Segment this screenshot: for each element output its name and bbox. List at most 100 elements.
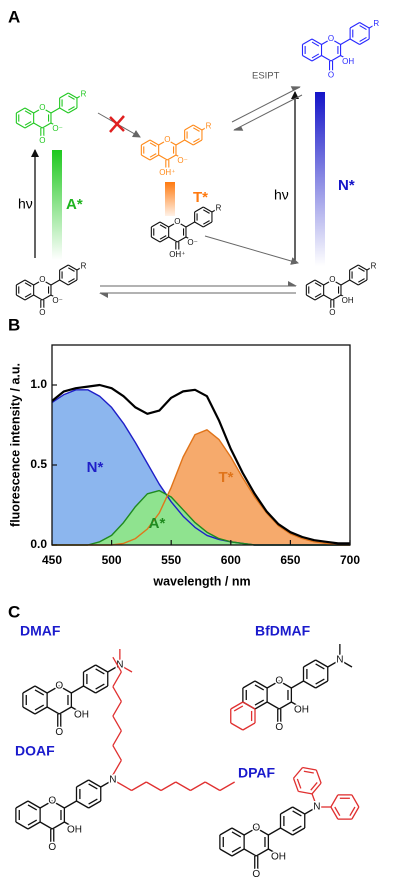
atom-label: O: [39, 103, 45, 112]
bond: [193, 138, 200, 143]
bond: [233, 705, 244, 712]
y-tick-label: 0.0: [30, 537, 47, 551]
bond: [219, 781, 235, 792]
bond: [359, 36, 367, 42]
bond: [311, 41, 320, 47]
bond: [311, 782, 322, 795]
bond: [323, 294, 333, 301]
bond: [177, 236, 187, 243]
atom-label: R: [206, 121, 212, 130]
plot: 0.0 0.5 1.0 450 500 550 600 650 700 N* A* T*: [30, 344, 360, 567]
blocked-mark: [109, 115, 125, 133]
bond: [211, 209, 216, 213]
bond: [83, 685, 96, 694]
bond: [314, 294, 324, 301]
bond: [22, 706, 36, 715]
bond: [293, 767, 304, 779]
bond: [27, 821, 41, 830]
bond: [42, 122, 52, 129]
atom-label: O⁻: [177, 156, 187, 165]
bond: [100, 779, 114, 788]
atom-label: OH: [74, 710, 89, 721]
bond: [24, 110, 32, 115]
bond: [88, 779, 102, 788]
bond: [39, 800, 53, 809]
bond: [34, 689, 45, 696]
bond: [339, 659, 353, 668]
bond: [292, 778, 299, 792]
atom-label: R: [81, 89, 87, 98]
bond: [193, 124, 203, 131]
bond: [151, 236, 161, 243]
bond: [27, 800, 41, 809]
bond: [254, 680, 268, 689]
emission-bar: [315, 92, 325, 266]
bond: [185, 221, 195, 228]
bond: [159, 236, 169, 243]
bond: [243, 848, 257, 857]
relaxation-arrow: [204, 235, 299, 265]
atom-label: OH⁺: [169, 250, 185, 259]
bond: [321, 38, 332, 45]
atom-label: O: [252, 869, 260, 880]
bond: [351, 794, 360, 808]
bond: [42, 279, 52, 286]
bond: [349, 806, 356, 817]
bond: [58, 685, 72, 694]
atom-label: O: [174, 217, 180, 226]
bond: [291, 701, 304, 710]
bond: [204, 781, 221, 792]
bond: [59, 92, 69, 99]
bond: [349, 279, 359, 286]
bond: [340, 294, 350, 301]
bond: [330, 38, 341, 45]
bond: [76, 800, 89, 809]
bond: [34, 704, 45, 711]
bond: [39, 821, 53, 830]
bond: [119, 664, 133, 673]
series-label: N*: [87, 459, 104, 476]
bond: [184, 139, 194, 146]
bond: [46, 706, 60, 715]
bond: [51, 800, 65, 809]
bond: [83, 664, 96, 673]
bond: [243, 827, 257, 836]
bond: [112, 701, 122, 717]
bond: [203, 221, 213, 228]
bond: [68, 92, 78, 99]
bond: [95, 683, 105, 690]
bond: [302, 55, 313, 62]
atom-label: O: [39, 136, 45, 145]
bond: [304, 806, 318, 815]
area: [52, 429, 350, 545]
bond: [340, 38, 351, 45]
bond: [141, 139, 151, 146]
bond: [68, 278, 75, 283]
bond: [149, 139, 159, 146]
bond: [59, 279, 69, 286]
bond: [292, 825, 302, 832]
bond: [203, 209, 210, 214]
bond: [71, 706, 84, 715]
bond: [349, 264, 359, 271]
atom-label: R: [373, 19, 379, 28]
bond: [334, 806, 341, 817]
bond: [95, 685, 109, 694]
bond: [76, 95, 81, 99]
bond: [64, 800, 77, 809]
bond: [59, 264, 69, 271]
bond: [168, 236, 178, 243]
bond: [15, 821, 29, 830]
bond: [194, 221, 204, 228]
bond: [76, 267, 81, 271]
bond: [306, 279, 316, 286]
bond: [311, 38, 322, 45]
atom-label: OH: [294, 705, 309, 716]
compound-name: BfDMAF: [255, 623, 311, 639]
bond: [242, 701, 256, 710]
bond: [231, 848, 245, 857]
bond: [193, 139, 203, 146]
bond: [351, 806, 360, 820]
bond: [219, 848, 233, 857]
bond: [88, 798, 98, 805]
